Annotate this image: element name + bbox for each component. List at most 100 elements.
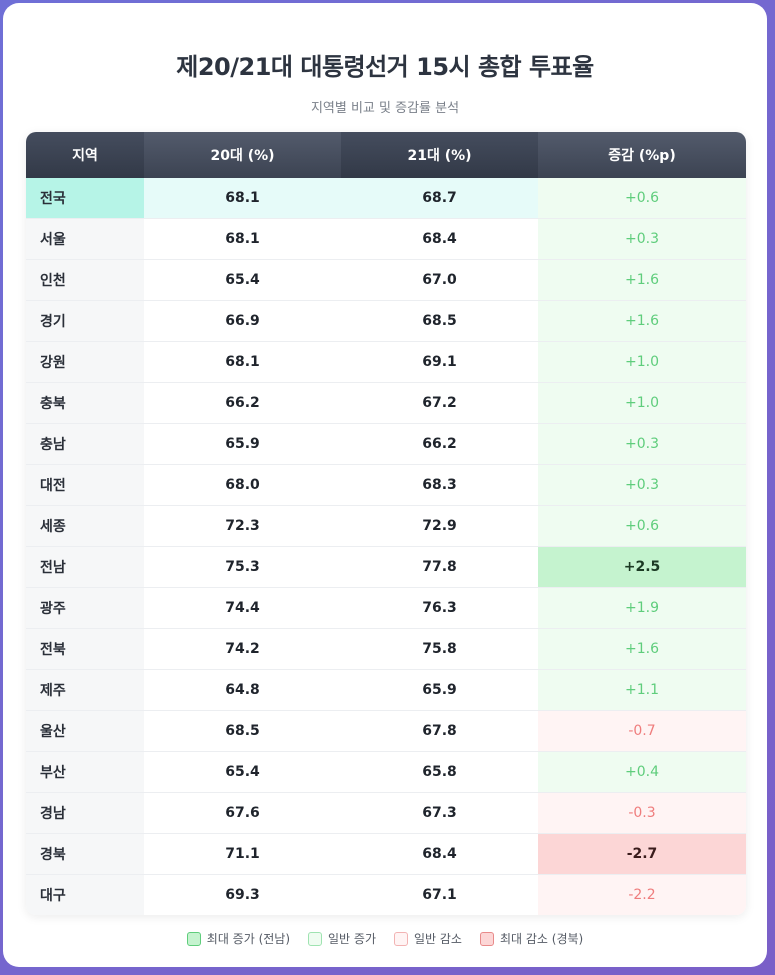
table-row: 전북 74.2 75.8 +1.6	[26, 628, 746, 670]
turnout-20th-cell: 68.5	[144, 710, 341, 752]
turnout-20th-cell: 65.9	[144, 423, 341, 465]
table-row: 전국 68.1 68.7 +0.6	[26, 178, 746, 219]
region-cell: 세종	[26, 505, 144, 547]
table-row: 인천 65.4 67.0 +1.6	[26, 259, 746, 301]
legend-item: 최대 감소 (경북)	[479, 930, 584, 947]
turnout-21st-cell: 68.5	[341, 300, 538, 342]
legend-item: 최대 증가 (전남)	[186, 930, 291, 947]
diff-cell: +0.6	[538, 505, 746, 547]
diff-cell: +0.3	[538, 218, 746, 260]
turnout-20th-cell: 69.3	[144, 874, 341, 915]
region-cell: 광주	[26, 587, 144, 629]
turnout-20th-cell: 68.0	[144, 464, 341, 506]
page-subtitle: 지역별 비교 및 증감률 분석	[310, 101, 460, 116]
diff-cell: +0.3	[538, 464, 746, 506]
diff-cell: -0.7	[538, 710, 746, 752]
turnout-21st-cell: 72.9	[341, 505, 538, 547]
header-region: 지역	[26, 132, 144, 178]
page-title: 제20/21대 대통령선거 15시 총합 투표율	[176, 53, 594, 81]
table-row: 충북 66.2 67.2 +1.0	[26, 382, 746, 424]
region-cell: 대구	[26, 874, 144, 915]
region-cell: 충북	[26, 382, 144, 424]
legend-label: 최대 감소 (경북)	[499, 932, 584, 946]
table-row: 대구 69.3 67.1 -2.2	[26, 874, 746, 915]
turnout-21st-cell: 67.3	[341, 792, 538, 834]
turnout-21st-cell: 68.7	[341, 178, 538, 219]
table-row: 제주 64.8 65.9 +1.1	[26, 669, 746, 711]
table-row: 울산 68.5 67.8 -0.7	[26, 710, 746, 752]
turnout-20th-cell: 74.4	[144, 587, 341, 629]
table-row: 세종 72.3 72.9 +0.6	[26, 505, 746, 547]
region-cell: 제주	[26, 669, 144, 711]
diff-cell: +0.4	[538, 751, 746, 793]
table-row: 전남 75.3 77.8 +2.5	[26, 546, 746, 588]
turnout-21st-cell: 65.8	[341, 751, 538, 793]
turnout-21st-cell: 67.1	[341, 874, 538, 915]
turnout-21st-cell: 65.9	[341, 669, 538, 711]
header-diff: 증감 (%p)	[538, 132, 746, 178]
turnout-20th-cell: 68.1	[144, 341, 341, 383]
turnout-21st-cell: 69.1	[341, 341, 538, 383]
diff-cell: +1.6	[538, 300, 746, 342]
diff-cell: +1.6	[538, 259, 746, 301]
legend-swatch	[186, 931, 201, 946]
table-row: 부산 65.4 65.8 +0.4	[26, 751, 746, 793]
region-cell: 강원	[26, 341, 144, 383]
table-header-row: 지역 20대 (%) 21대 (%) 증감 (%p)	[26, 132, 746, 178]
region-cell: 경기	[26, 300, 144, 342]
turnout-20th-cell: 64.8	[144, 669, 341, 711]
table-row: 대전 68.0 68.3 +0.3	[26, 464, 746, 506]
table-row: 경북 71.1 68.4 -2.7	[26, 833, 746, 875]
turnout-21st-cell: 66.2	[341, 423, 538, 465]
diff-cell: +1.1	[538, 669, 746, 711]
turnout-20th-cell: 66.2	[144, 382, 341, 424]
table-row: 충남 65.9 66.2 +0.3	[26, 423, 746, 465]
turnout-20th-cell: 65.4	[144, 751, 341, 793]
diff-cell: -0.3	[538, 792, 746, 834]
turnout-20th-cell: 68.1	[144, 178, 341, 219]
header-21st: 21대 (%)	[341, 132, 538, 178]
region-cell: 부산	[26, 751, 144, 793]
turnout-21st-cell: 77.8	[341, 546, 538, 588]
turnout-21st-cell: 68.4	[341, 218, 538, 260]
diff-cell: +2.5	[538, 546, 746, 588]
legend: 최대 증가 (전남) 일반 증가 일반 감소 최대 감소 (경북)	[3, 930, 767, 947]
legend-swatch	[308, 931, 323, 946]
legend-item: 일반 증가	[308, 930, 376, 947]
turnout-20th-cell: 71.1	[144, 833, 341, 875]
diff-cell: +0.3	[538, 423, 746, 465]
turnout-21st-cell: 68.4	[341, 833, 538, 875]
legend-item: 일반 감소	[394, 930, 462, 947]
region-cell: 전남	[26, 546, 144, 588]
region-cell: 인천	[26, 259, 144, 301]
region-cell: 전국	[26, 178, 144, 219]
diff-cell: +0.6	[538, 178, 746, 219]
region-cell: 경남	[26, 792, 144, 834]
diff-cell: -2.2	[538, 874, 746, 915]
region-cell: 울산	[26, 710, 144, 752]
table-row: 서울 68.1 68.4 +0.3	[26, 218, 746, 260]
turnout-20th-cell: 68.1	[144, 218, 341, 260]
table-row: 경남 67.6 67.3 -0.3	[26, 792, 746, 834]
turnout-21st-cell: 75.8	[341, 628, 538, 670]
turnout-20th-cell: 72.3	[144, 505, 341, 547]
region-cell: 대전	[26, 464, 144, 506]
diff-cell: +1.0	[538, 341, 746, 383]
legend-label: 일반 증가	[328, 932, 376, 946]
diff-cell: +1.6	[538, 628, 746, 670]
diff-cell: +1.9	[538, 587, 746, 629]
legend-label: 일반 감소	[414, 932, 462, 946]
legend-swatch	[394, 931, 408, 946]
turnout-21st-cell: 68.3	[341, 464, 538, 506]
turnout-table: 지역 20대 (%) 21대 (%) 증감 (%p) 전국 68.1 68.7 +0.…	[26, 132, 746, 915]
turnout-20th-cell: 75.3	[144, 546, 341, 588]
diff-cell: +1.0	[538, 382, 746, 424]
table-body: 전국 68.1 68.7 +0.6 서울 68.1 68.4 +0.3 인천 65.4 67.0 +1…	[26, 178, 746, 915]
turnout-21st-cell: 67.8	[341, 710, 538, 752]
diff-cell: -2.7	[538, 833, 746, 875]
legend-label: 최대 증가 (전남)	[206, 932, 291, 946]
legend-swatch	[479, 931, 494, 946]
region-cell: 충남	[26, 423, 144, 465]
turnout-20th-cell: 66.9	[144, 300, 341, 342]
turnout-20th-cell: 74.2	[144, 628, 341, 670]
